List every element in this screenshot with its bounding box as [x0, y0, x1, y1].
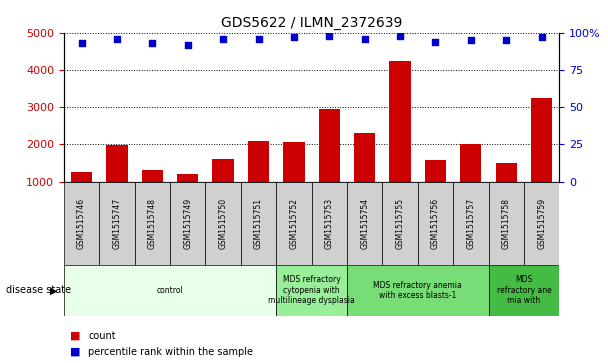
Text: ■: ■ — [70, 331, 80, 341]
Bar — [106, 145, 128, 182]
Text: count: count — [88, 331, 116, 341]
Text: GSM1515749: GSM1515749 — [183, 198, 192, 249]
Bar — [276, 265, 347, 316]
Text: GSM1515758: GSM1515758 — [502, 198, 511, 249]
Point — [502, 37, 511, 43]
Text: MDS refractory
cytopenia with
multilineage dysplasia: MDS refractory cytopenia with multilinea… — [268, 276, 355, 305]
Bar — [382, 182, 418, 265]
Text: GSM1515759: GSM1515759 — [537, 198, 546, 249]
Point — [112, 36, 122, 41]
Text: MDS refractory anemia
with excess blasts-1: MDS refractory anemia with excess blasts… — [373, 281, 462, 300]
Bar — [64, 265, 276, 316]
Point — [325, 33, 334, 38]
Text: percentile rank within the sample: percentile rank within the sample — [88, 347, 253, 357]
Bar — [71, 172, 92, 182]
Bar — [347, 265, 489, 316]
Bar — [531, 98, 552, 182]
Title: GDS5622 / ILMN_2372639: GDS5622 / ILMN_2372639 — [221, 16, 402, 30]
Bar — [241, 182, 276, 265]
Point — [183, 42, 193, 48]
Bar — [425, 160, 446, 182]
Bar — [453, 182, 489, 265]
Bar — [206, 182, 241, 265]
Bar — [311, 182, 347, 265]
Point — [254, 36, 263, 41]
Bar — [418, 182, 453, 265]
Bar — [283, 142, 305, 182]
Bar — [134, 182, 170, 265]
Bar — [489, 182, 524, 265]
Text: GSM1515753: GSM1515753 — [325, 198, 334, 249]
Text: ■: ■ — [70, 347, 80, 357]
Text: GSM1515757: GSM1515757 — [466, 198, 475, 249]
Point — [289, 34, 299, 40]
Text: GSM1515750: GSM1515750 — [219, 198, 227, 249]
Bar — [170, 182, 206, 265]
Bar — [460, 143, 482, 182]
Point — [466, 37, 475, 43]
Point — [395, 33, 405, 38]
Text: GSM1515754: GSM1515754 — [360, 198, 369, 249]
Text: GSM1515752: GSM1515752 — [289, 198, 299, 249]
Bar — [496, 163, 517, 182]
Bar — [212, 159, 233, 182]
Point — [430, 39, 440, 45]
Point — [77, 40, 86, 46]
Text: GSM1515747: GSM1515747 — [112, 198, 122, 249]
Text: GSM1515755: GSM1515755 — [396, 198, 404, 249]
Bar — [319, 109, 340, 182]
Bar — [142, 170, 163, 182]
Text: GSM1515756: GSM1515756 — [431, 198, 440, 249]
Bar — [276, 182, 311, 265]
Bar — [99, 182, 134, 265]
Text: disease state: disease state — [6, 285, 71, 295]
Point — [218, 36, 228, 41]
Bar — [347, 182, 382, 265]
Text: GSM1515748: GSM1515748 — [148, 198, 157, 249]
Bar — [489, 265, 559, 316]
Bar — [248, 140, 269, 182]
Text: MDS
refractory ane
mia with: MDS refractory ane mia with — [497, 276, 551, 305]
Text: control: control — [157, 286, 184, 295]
Text: ▶: ▶ — [50, 285, 58, 295]
Point — [148, 40, 157, 46]
Text: GSM1515751: GSM1515751 — [254, 198, 263, 249]
Point — [360, 36, 370, 41]
Bar — [524, 182, 559, 265]
Point — [537, 34, 547, 40]
Bar — [354, 133, 375, 182]
Text: GSM1515746: GSM1515746 — [77, 198, 86, 249]
Bar — [64, 182, 99, 265]
Bar — [177, 175, 198, 182]
Bar — [390, 61, 410, 182]
